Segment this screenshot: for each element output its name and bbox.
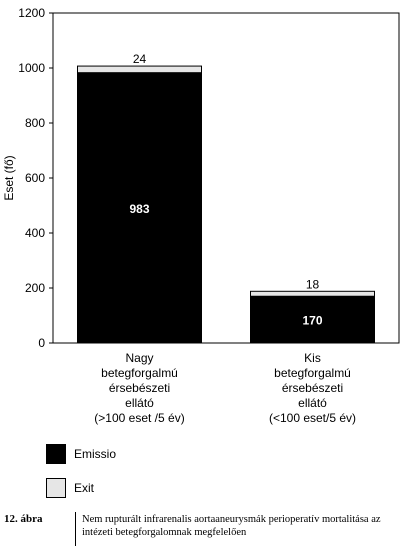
x-tick-label-line: érsebészeti <box>281 381 344 395</box>
y-axis-label: Eset (fő) <box>2 155 16 200</box>
y-tick-label: 800 <box>25 116 45 130</box>
x-tick-label-line: ellátó <box>125 396 154 410</box>
x-tick-label-line: Kis <box>304 351 321 365</box>
data-label-emissio: 170 <box>302 314 322 328</box>
data-label-exit: 24 <box>133 52 147 66</box>
caption-text: Nem rupturált infrarenalis aortaaneurysm… <box>82 514 381 538</box>
legend-label: Emissio <box>74 447 117 461</box>
legend-swatch <box>46 444 66 464</box>
y-tick-label: 0 <box>38 336 45 350</box>
x-tick-label-line: Nagy <box>125 351 154 365</box>
bar-segment-emissio <box>77 72 202 344</box>
x-tick-label-line: érsebészeti <box>108 381 171 395</box>
caption-number: 12. ábra <box>4 513 43 525</box>
y-tick-label: 200 <box>25 281 45 295</box>
x-tick-label-line: betegforgalmú <box>274 366 351 380</box>
x-tick-label-line: betegforgalmú <box>101 366 178 380</box>
data-label-emissio: 983 <box>129 202 149 216</box>
x-tick-label-line: (>100 eset /5 év) <box>94 411 185 425</box>
data-label-exit: 18 <box>306 277 320 291</box>
figure-caption: 12. ábra Nem rupturált infrarenalis aort… <box>0 510 403 549</box>
y-tick-label: 1000 <box>18 61 45 75</box>
y-tick-label: 1200 <box>18 6 45 20</box>
bar-segment-exit <box>250 290 375 297</box>
x-tick-label-line: ellátó <box>298 396 327 410</box>
x-tick-label: Kis betegforgalmú érsebészeti ellátó (<100 e… <box>238 351 388 426</box>
stacked-bar-chart: 0 200 400 600 800 1000 1200 Eset (fő) 983 24 170 18 <box>2 6 400 350</box>
y-tick-label: 600 <box>25 171 45 185</box>
legend-label: Exit <box>74 481 95 495</box>
bar-segment-exit <box>77 65 202 74</box>
legend-swatch <box>46 478 66 498</box>
x-tick-label: Nagy betegforgalmú érsebészeti ellátó (>100 … <box>65 351 215 426</box>
caption-divider <box>75 512 76 546</box>
y-tick-label: 400 <box>25 226 45 240</box>
x-tick-label-line: (<100 eset/5 év) <box>268 411 357 425</box>
